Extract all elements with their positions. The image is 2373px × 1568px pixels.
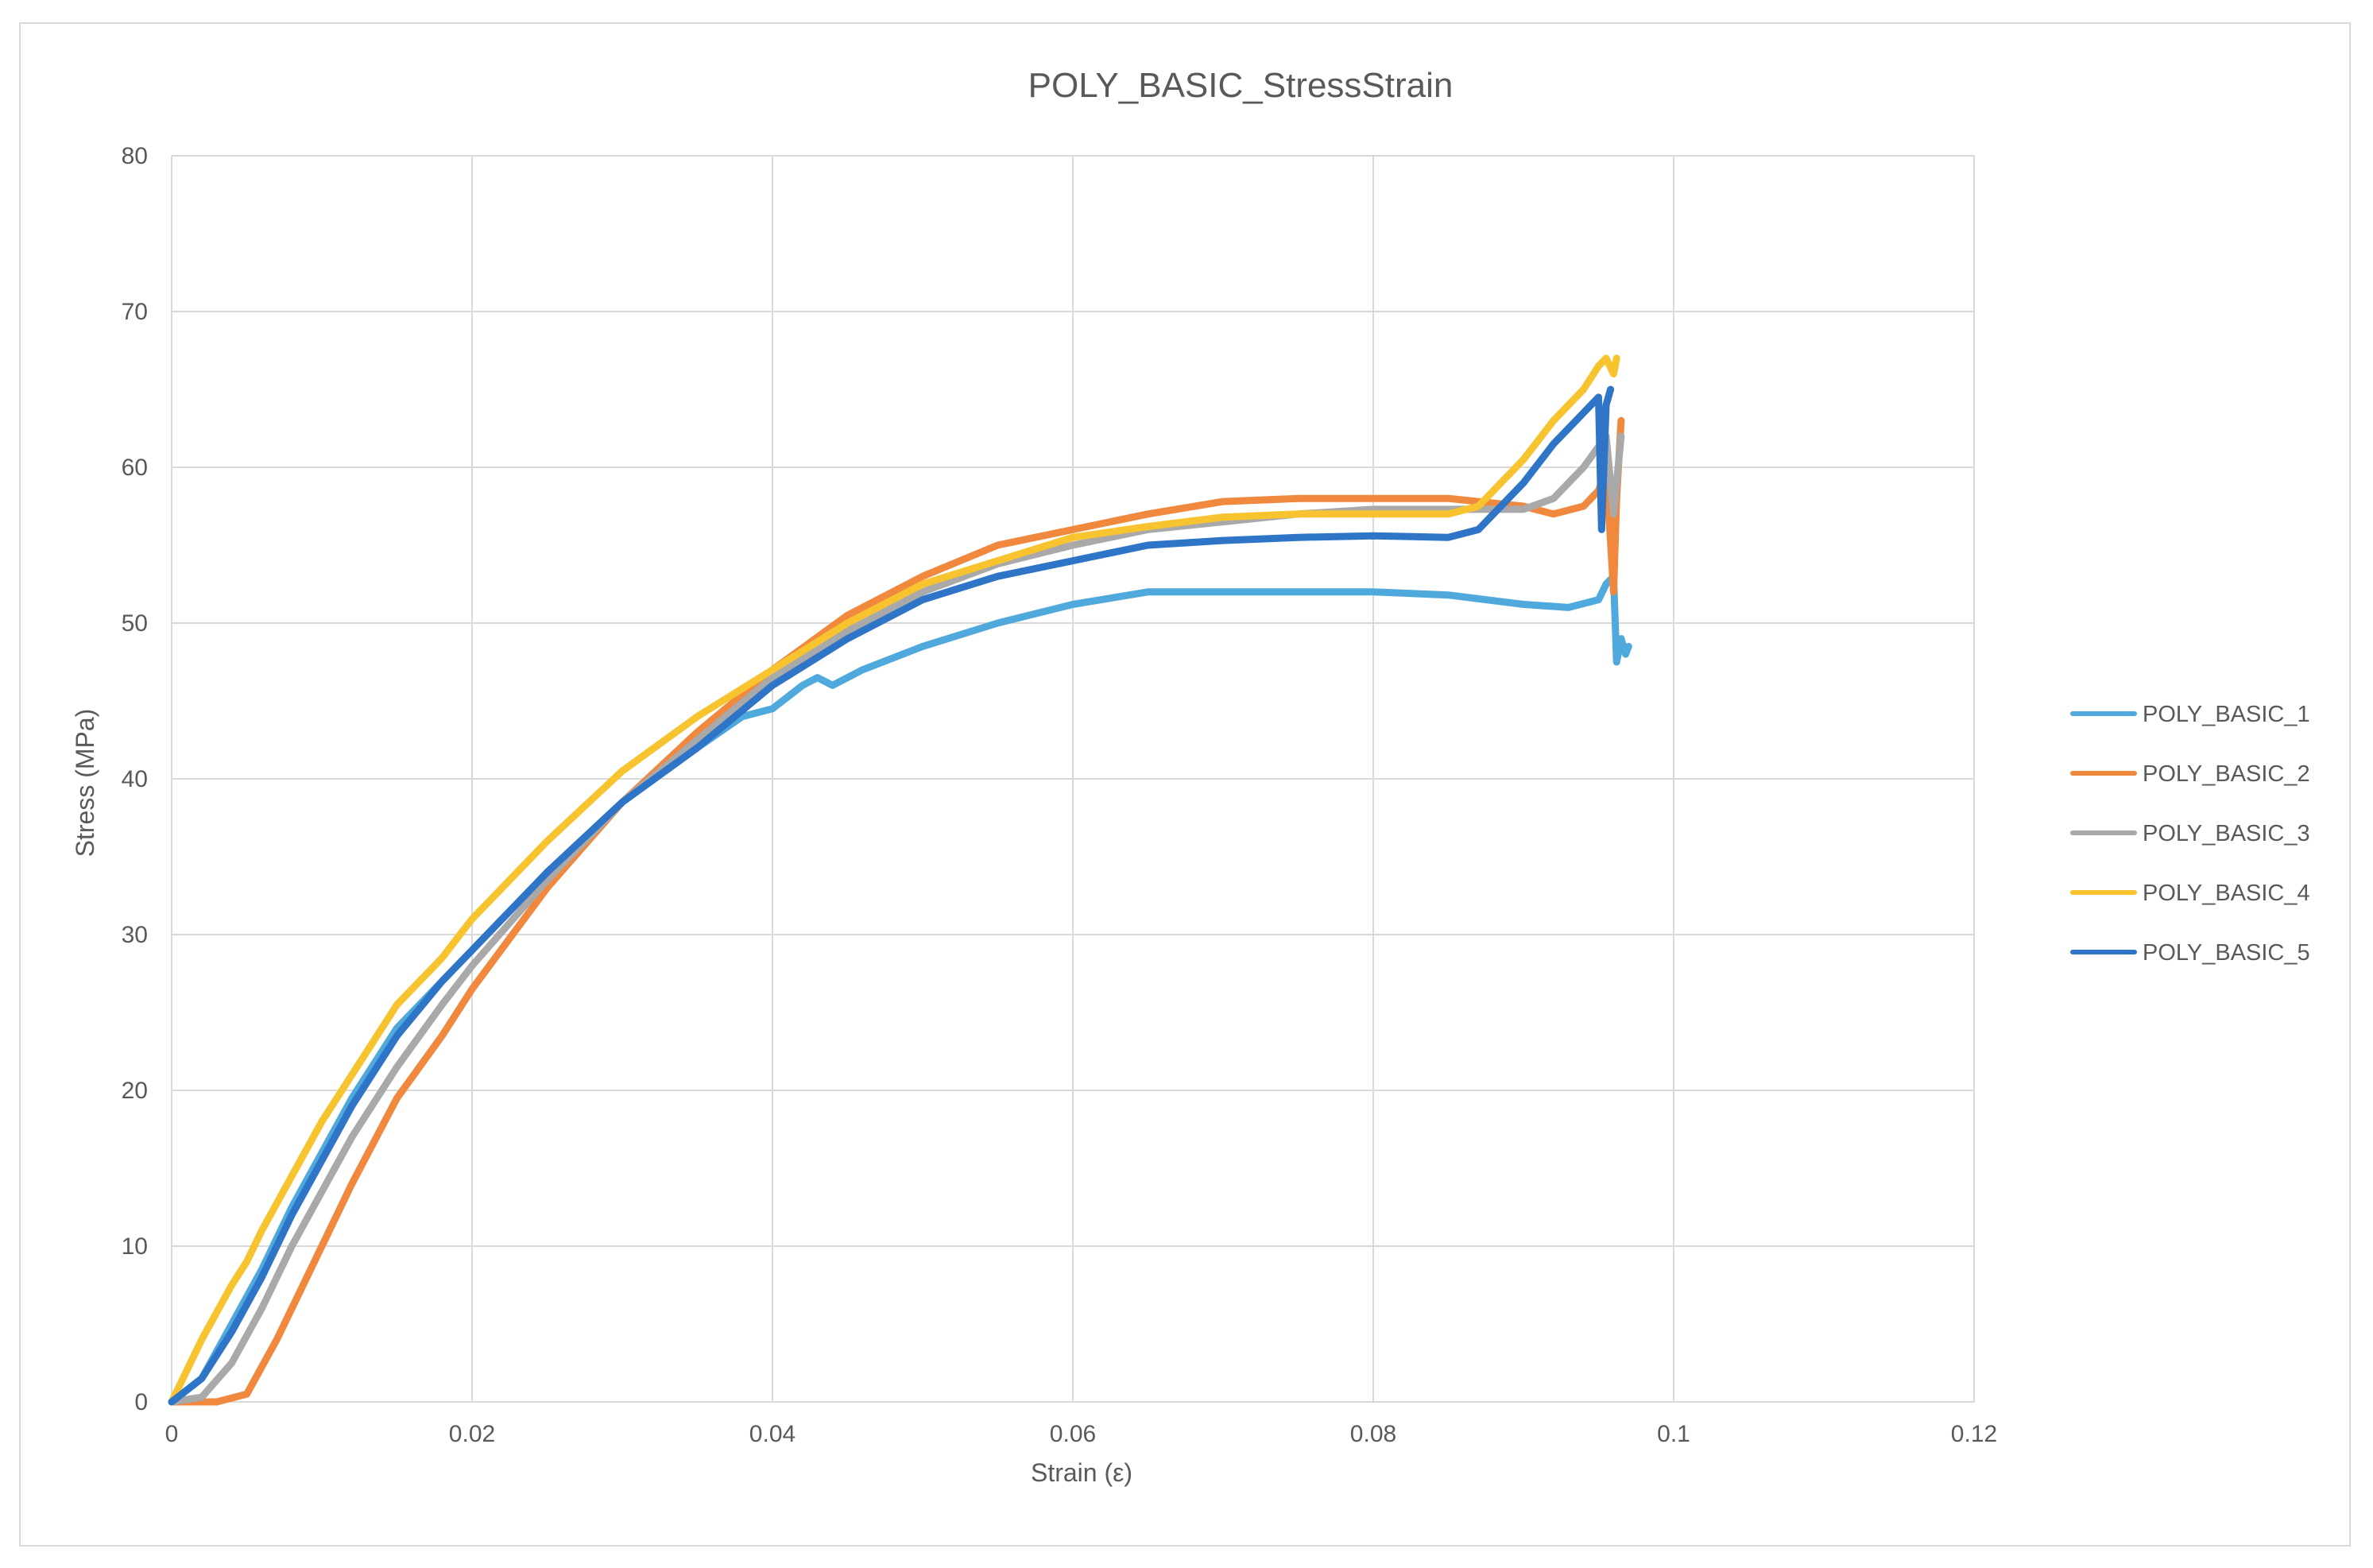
x-axis-title: Strain (ε) (1031, 1458, 1132, 1487)
chart-title: POLY_BASIC_StressStrain (1028, 66, 1454, 105)
legend-label-2: POLY_BASIC_2 (2143, 761, 2310, 787)
x-tick-label: 0.02 (449, 1421, 495, 1447)
x-tick-labels: 0 0.02 0.04 0.06 0.08 0.1 0.12 (165, 1421, 1998, 1447)
y-tick-label: 10 (122, 1233, 148, 1260)
y-tick-label: 0 (134, 1389, 148, 1415)
legend-label-5: POLY_BASIC_5 (2143, 940, 2310, 966)
chart-frame: POLY_BASIC_StressStrain 0 0.02 0.04 0.06 0.0… (19, 22, 2351, 1547)
series-line-2 (168, 416, 1625, 1406)
y-tick-label: 50 (122, 610, 148, 637)
x-tick-label: 0.12 (1951, 1421, 1997, 1447)
y-tick-label: 60 (122, 455, 148, 481)
series-line-5 (168, 385, 1615, 1406)
x-tick-label: 0.06 (1050, 1421, 1096, 1447)
y-tick-label: 70 (122, 299, 148, 325)
y-tick-label: 80 (122, 143, 148, 169)
x-tick-label: 0 (165, 1421, 179, 1447)
series-line-1 (168, 572, 1632, 1406)
grid (171, 155, 1975, 1403)
series-line-3 (168, 432, 1625, 1406)
series-line-4 (168, 354, 1620, 1406)
y-tick-labels: 0 10 20 30 40 50 60 70 80 (122, 143, 148, 1415)
legend-label-4: POLY_BASIC_4 (2143, 881, 2310, 906)
x-tick-label: 0.1 (1657, 1421, 1690, 1447)
stress-strain-chart: POLY_BASIC_StressStrain 0 0.02 0.04 0.06 0.0… (71, 66, 2310, 1487)
y-tick-label: 20 (122, 1078, 148, 1104)
x-tick-label: 0.08 (1350, 1421, 1396, 1447)
y-tick-label: 40 (122, 766, 148, 792)
y-tick-label: 30 (122, 922, 148, 948)
series-group (168, 354, 1632, 1406)
legend: POLY_BASIC_1 POLY_BASIC_2 POLY_BASIC_3 POLY… (2070, 702, 2310, 966)
legend-label-1: POLY_BASIC_1 (2143, 702, 2310, 727)
legend-label-3: POLY_BASIC_3 (2143, 821, 2310, 846)
x-tick-label: 0.04 (749, 1421, 796, 1447)
y-axis-title: Stress (MPa) (71, 709, 99, 858)
